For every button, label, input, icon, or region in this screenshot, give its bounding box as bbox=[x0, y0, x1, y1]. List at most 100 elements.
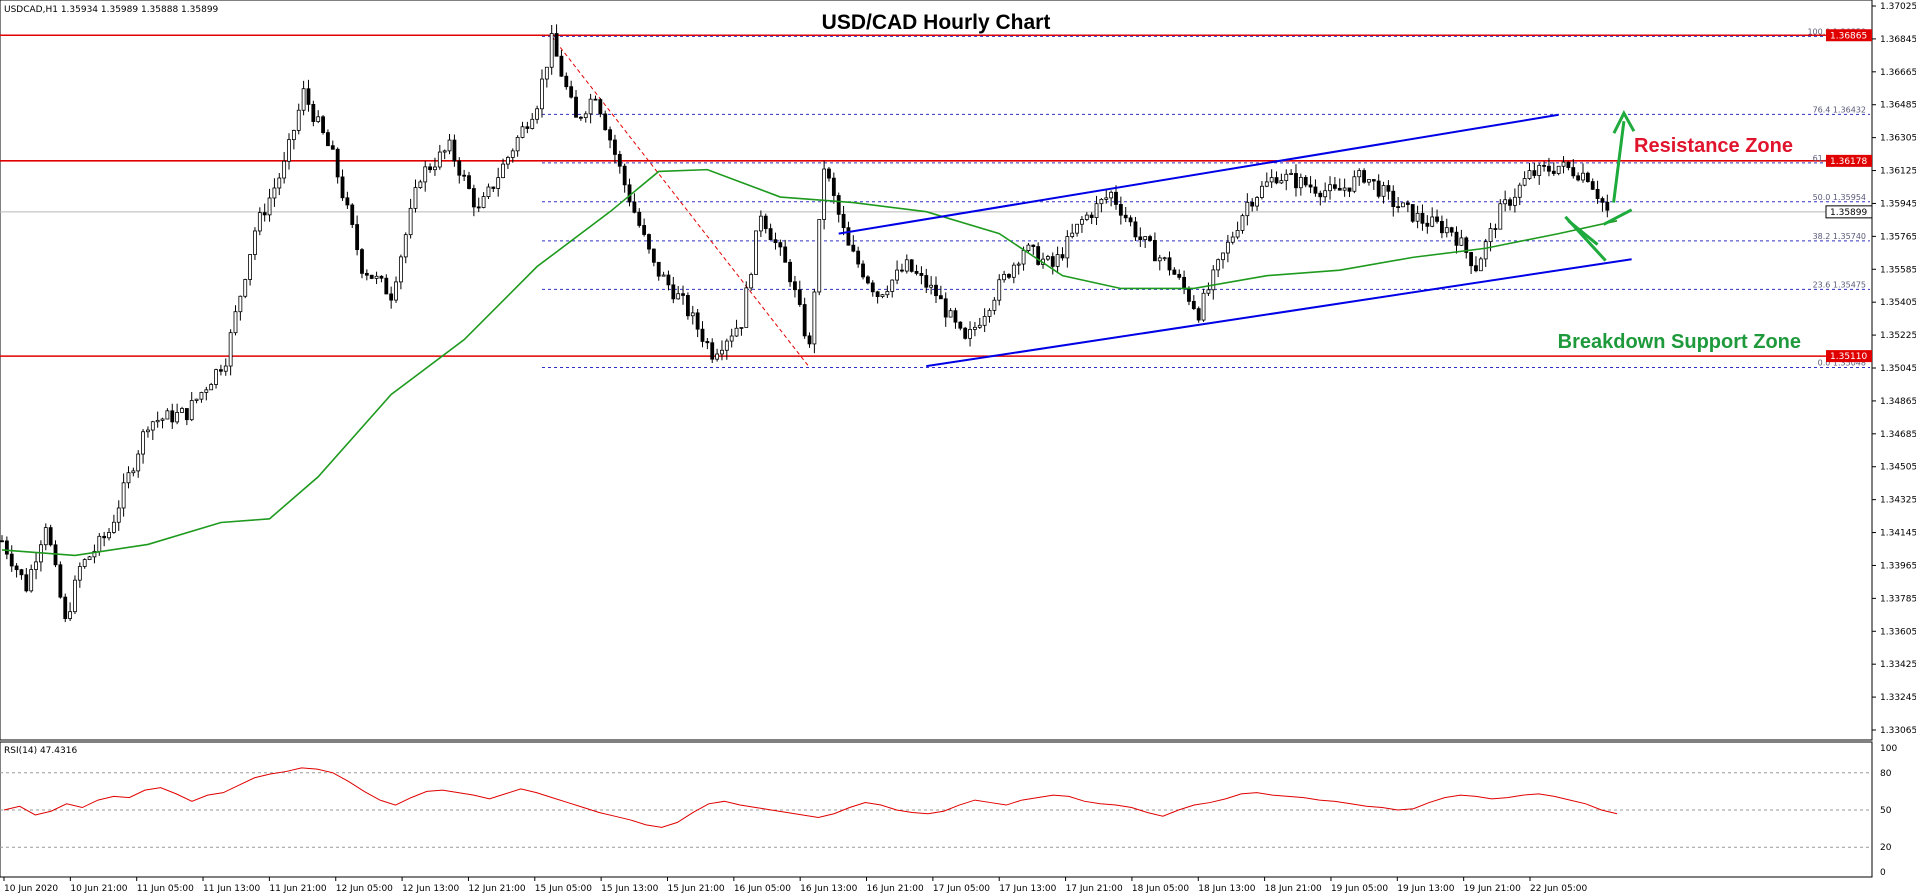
candle bbox=[695, 309, 700, 338]
candle bbox=[763, 213, 768, 234]
candle bbox=[1581, 163, 1585, 183]
candle-body bbox=[306, 88, 311, 105]
candle-body bbox=[1007, 273, 1011, 278]
candle bbox=[613, 134, 617, 164]
candle-body bbox=[29, 569, 34, 592]
candle-body bbox=[1274, 177, 1279, 184]
candlesticks bbox=[0, 24, 1610, 623]
candle bbox=[1080, 216, 1084, 233]
candle-body bbox=[900, 269, 904, 272]
candle bbox=[1532, 162, 1537, 179]
candle-body bbox=[1211, 269, 1216, 291]
candle-body bbox=[1099, 198, 1104, 205]
candle-body bbox=[4, 540, 9, 555]
candle bbox=[1396, 197, 1401, 213]
candle bbox=[1585, 171, 1590, 183]
candle-body bbox=[841, 213, 846, 229]
candle-body bbox=[671, 284, 676, 300]
candle bbox=[306, 79, 311, 112]
candle bbox=[165, 408, 170, 420]
candle bbox=[1016, 261, 1021, 275]
candle bbox=[671, 276, 676, 304]
candle-body bbox=[9, 553, 14, 567]
candle bbox=[783, 239, 788, 263]
candle bbox=[578, 116, 583, 121]
candle-body bbox=[1128, 217, 1133, 223]
candle bbox=[87, 555, 92, 561]
candle bbox=[1245, 193, 1250, 226]
candle bbox=[1240, 213, 1245, 234]
candle-body bbox=[1045, 256, 1050, 260]
candle bbox=[4, 536, 9, 560]
candle bbox=[238, 295, 243, 321]
candle-body bbox=[462, 174, 467, 177]
candle bbox=[1469, 251, 1474, 274]
candle bbox=[1148, 234, 1152, 242]
candle bbox=[1556, 165, 1561, 176]
candle bbox=[904, 254, 909, 274]
rsi-line bbox=[3, 767, 1618, 828]
candle-body bbox=[836, 195, 841, 215]
candle-body bbox=[1269, 177, 1274, 183]
candle bbox=[1225, 234, 1230, 263]
candle bbox=[637, 208, 642, 228]
candle bbox=[1590, 178, 1595, 190]
x-tick-label: 15 Jun 21:00 bbox=[667, 884, 724, 894]
candle bbox=[194, 398, 199, 404]
y-tick-label: 1.33605 bbox=[1880, 627, 1916, 637]
candle bbox=[953, 307, 958, 329]
candle-body bbox=[651, 248, 656, 263]
candle bbox=[865, 275, 870, 285]
candle-body bbox=[1386, 185, 1391, 192]
candle bbox=[841, 205, 846, 236]
candle bbox=[831, 172, 836, 204]
candle bbox=[793, 275, 797, 298]
candle bbox=[467, 171, 471, 190]
candle bbox=[734, 319, 739, 337]
candle bbox=[1401, 202, 1405, 208]
channel-lines bbox=[838, 113, 1632, 368]
candle-body bbox=[43, 527, 48, 546]
candle-body bbox=[559, 55, 564, 77]
candle bbox=[1264, 172, 1269, 188]
candle-body bbox=[1313, 186, 1318, 194]
candle bbox=[170, 403, 175, 429]
candle-body bbox=[1221, 252, 1225, 261]
candle-body bbox=[296, 109, 301, 131]
candle bbox=[647, 233, 651, 254]
candle-body bbox=[155, 419, 160, 423]
candle-body bbox=[486, 186, 491, 197]
candle bbox=[943, 292, 948, 327]
candle-body bbox=[1201, 292, 1206, 321]
candle-body bbox=[720, 349, 724, 355]
candle-body bbox=[1002, 273, 1007, 281]
x-tick-label: 18 Jun 13:00 bbox=[1198, 884, 1255, 894]
candle-body bbox=[1318, 192, 1323, 198]
candle bbox=[379, 275, 384, 283]
rsi-label: RSI(14) 47.4316 bbox=[4, 746, 77, 756]
x-tick-label: 10 Jun 21:00 bbox=[70, 884, 127, 894]
y-tick-label: 1.36845 bbox=[1880, 35, 1916, 45]
candle-body bbox=[1405, 202, 1410, 205]
candle bbox=[253, 227, 257, 260]
candle-body bbox=[408, 207, 413, 236]
candle bbox=[822, 160, 827, 230]
candle bbox=[929, 276, 934, 295]
candle-body bbox=[413, 187, 418, 209]
candle-body bbox=[316, 116, 321, 122]
candle-body bbox=[1503, 199, 1508, 205]
candle bbox=[1386, 180, 1391, 200]
candle-body bbox=[1060, 254, 1065, 259]
candle-body bbox=[1532, 170, 1537, 176]
candle bbox=[1235, 221, 1240, 240]
candle bbox=[360, 247, 364, 279]
candle bbox=[175, 403, 180, 425]
candle-body bbox=[632, 201, 637, 213]
candle-body bbox=[851, 244, 856, 252]
candle bbox=[938, 285, 943, 300]
candle-body bbox=[1590, 181, 1595, 190]
candle bbox=[1284, 169, 1289, 191]
y-tick-label: 1.34145 bbox=[1880, 529, 1916, 539]
candle-body bbox=[1240, 215, 1245, 231]
candle bbox=[778, 239, 783, 256]
